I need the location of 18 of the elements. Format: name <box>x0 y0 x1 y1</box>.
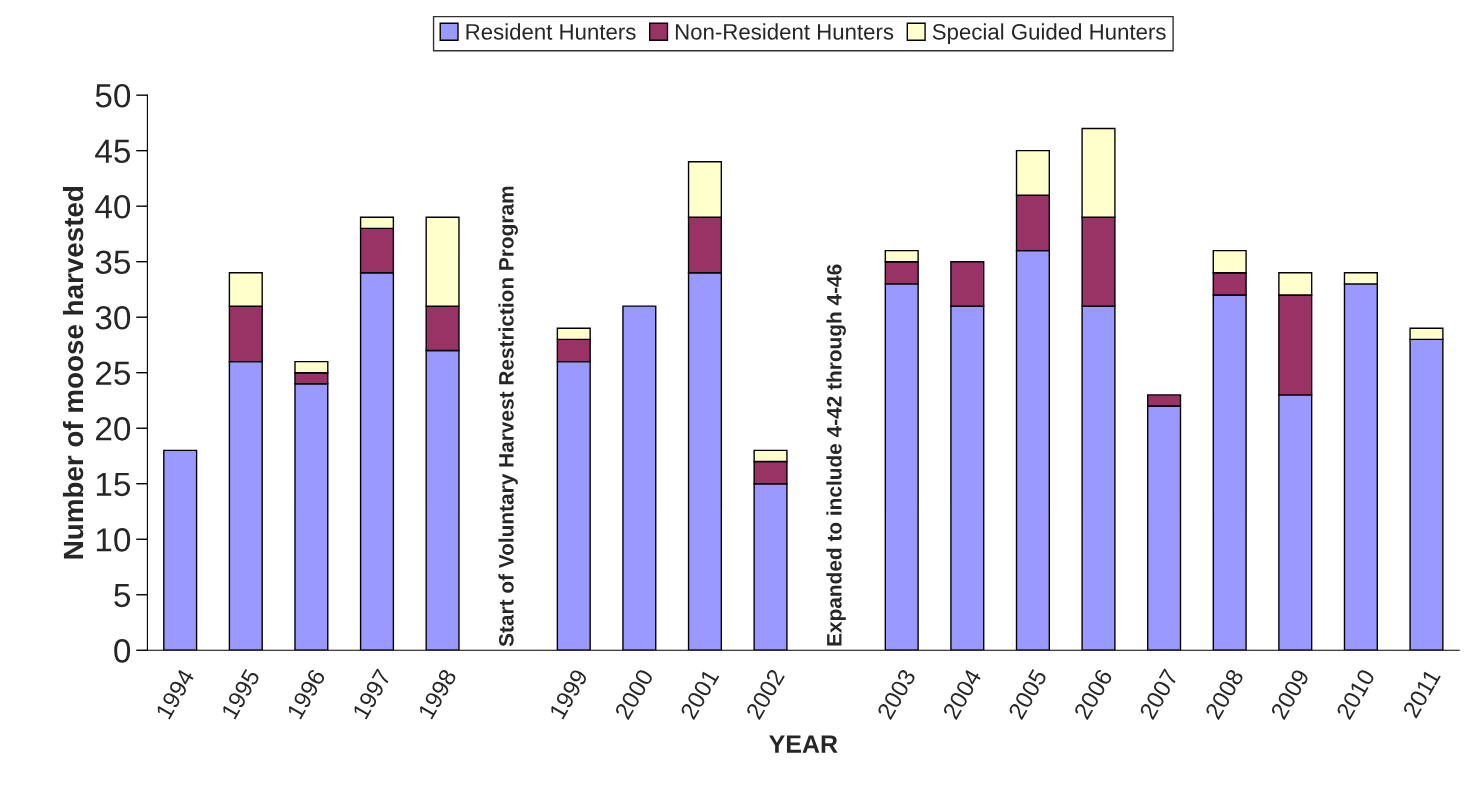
y-tick-label: 0 <box>114 639 131 663</box>
annotation: Expanded to include 4-42 through 4-46 <box>826 264 846 646</box>
y-tick-label: 30 <box>95 306 131 330</box>
y-tick-label: 35 <box>95 250 131 275</box>
y-tick-label: 5 <box>114 583 131 608</box>
y-axis-title: Number of moose harvested <box>62 186 84 559</box>
annotation: Start of Voluntary Harvest Restriction Program <box>498 186 518 647</box>
legend-label: Resident Hunters <box>466 23 636 40</box>
y-tick-label: 10 <box>96 528 131 552</box>
y-tick-label: 25 <box>96 361 131 386</box>
y-tick-label: 50 <box>95 83 131 108</box>
y-tick-label: 15 <box>96 472 131 497</box>
x-axis-title: YEAR <box>769 735 838 753</box>
y-tick-label: 45 <box>95 139 131 164</box>
legend-label: Special Guided Hunters <box>932 23 1166 45</box>
y-tick-label: 20 <box>96 417 131 441</box>
legend-label: Non-Resident Hunters <box>675 23 894 40</box>
y-tick-label: 40 <box>95 194 131 219</box>
